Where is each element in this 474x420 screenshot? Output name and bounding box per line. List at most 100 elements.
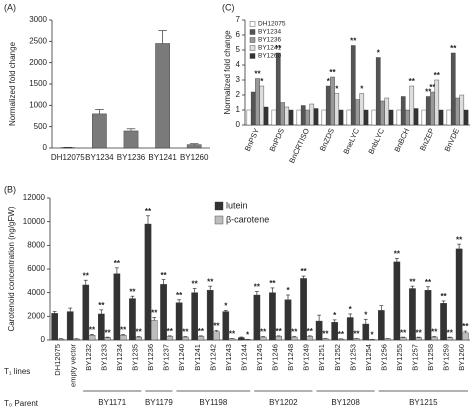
bar [73,338,80,341]
bar [305,109,310,126]
bar [430,91,435,126]
x-tick-label: BY1242 [208,344,217,371]
bar [57,338,65,341]
significance: ** [276,327,283,336]
x-tick-label: BY1237 [162,344,171,371]
bar [438,109,444,126]
bar [306,336,314,341]
x-tick-label: BY1236 [117,153,146,162]
panel-label: (C) [222,2,235,12]
bar [434,79,440,126]
significance: ** [151,309,158,318]
bar [421,109,427,126]
x-tick-label: BY1253 [348,344,357,371]
bar [309,103,315,126]
bar [409,85,415,126]
bar [459,94,465,126]
bar [66,311,74,341]
x-tick-label: BY1254 [364,344,373,371]
legend-swatch [249,29,256,35]
significance: ** [307,327,314,336]
significance: ** [440,292,447,301]
bar [337,338,345,341]
significance: * [370,330,374,339]
significance: ** [167,327,174,336]
significance: ** [145,207,152,216]
bar [186,144,202,149]
x-tick-label: BY1252 [333,344,342,371]
bar [355,99,360,126]
y-tick-label: 6000 [27,264,45,273]
y-axis-label: Carotenoid concentration (ng/gFW) [7,206,16,331]
y-axis-label: Normalized fold change [8,41,17,126]
significance: ** [254,70,261,79]
significance: ** [275,44,282,53]
bar [255,78,260,126]
bar [228,338,236,341]
significance: ** [425,88,432,97]
significance: ** [120,326,127,335]
row-label: T₁ lines [4,367,30,376]
legend-label: BY1234 [258,29,282,36]
legend-label: β-carotene [226,214,269,224]
significance: * [333,311,337,320]
bar [213,331,220,341]
y-tick-label: 6 [236,30,241,39]
bar [263,106,269,126]
bar [362,323,370,341]
y-tick-label: 5 [236,45,241,54]
bar [413,108,419,126]
bar [396,109,402,126]
bar [350,45,356,126]
bar [446,337,454,341]
bar [300,105,306,126]
y-tick-label: 10000 [23,217,46,226]
y-tick-label: 4000 [27,288,45,297]
x-tick-label: DH12075 [53,344,62,376]
row-label: T₀ Parent [4,399,39,408]
bar [123,130,139,149]
legend-label: BY1241 [258,45,282,52]
bar [313,108,319,126]
significance: ** [114,259,121,268]
significance: * [246,330,250,339]
significance: ** [434,71,441,80]
x-tick-label: BY1245 [255,344,264,371]
bar [359,93,365,126]
significance: ** [400,328,407,337]
significance: ** [456,235,463,244]
bar [388,109,394,126]
significance: ** [260,328,267,337]
bar [430,336,438,341]
significance: ** [353,330,360,339]
bar [415,337,422,341]
x-tick-label: BY1234 [115,344,124,371]
legend-swatch [249,45,256,51]
panel-label: (B) [4,184,16,194]
y-tick-label: 0 [41,335,46,344]
significance: * [335,85,339,94]
significance: ** [136,328,143,337]
bar [325,85,331,126]
bar [380,100,385,126]
bar [330,76,335,126]
significance: ** [229,330,236,339]
x-tick-label: BY1259 [442,344,451,371]
x-tick-label: BY1260 [457,344,466,371]
bar [197,336,205,341]
x-tick-label: BY1255 [395,344,404,371]
y-tick-label: 8000 [27,240,45,249]
bar [284,106,290,126]
bar [321,109,327,126]
significance: ** [350,37,357,46]
y-tick-label: 2000 [27,311,45,320]
x-tick-label: BY1241 [193,344,202,371]
significance: * [377,49,381,58]
bar [450,52,456,126]
bar [288,109,294,126]
significance: ** [447,328,454,337]
bar [384,338,391,341]
significance: * [364,310,368,319]
